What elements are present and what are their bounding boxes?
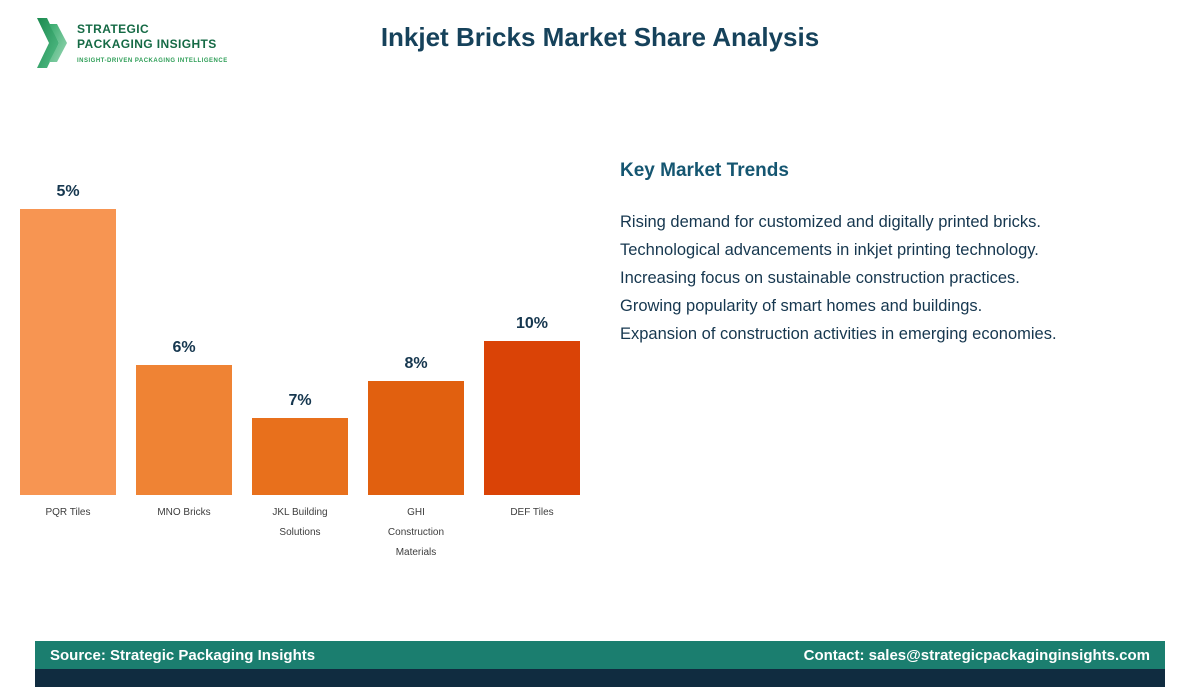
trends-list: Rising demand for customized and digital… bbox=[620, 208, 1080, 348]
bar-category-label: JKL Building Solutions bbox=[272, 507, 328, 538]
bar-category-label: DEF Tiles bbox=[510, 507, 554, 518]
bar-mno-bricks bbox=[136, 365, 232, 495]
bar-value-label: 8% bbox=[404, 355, 428, 372]
bar-category-label: PQR Tiles bbox=[45, 507, 91, 518]
bar-group-mno-bricks: 6% MNO Bricks bbox=[136, 339, 232, 567]
trend-item: Technological advancements in inkjet pri… bbox=[620, 241, 1039, 259]
bar-category-label: GHI Construction Materials bbox=[387, 507, 445, 558]
footer-bar: Source: Strategic Packaging Insights Con… bbox=[35, 641, 1165, 669]
trend-item: Increasing focus on sustainable construc… bbox=[620, 269, 1020, 287]
trend-item: Expansion of construction activities in … bbox=[620, 325, 1057, 343]
footer-source-text: Source: Strategic Packaging Insights bbox=[50, 646, 316, 664]
bar-value-label: 7% bbox=[288, 392, 312, 409]
bar-def-tiles bbox=[484, 341, 580, 495]
bar-group-pqr-tiles: 5% PQR Tiles bbox=[20, 183, 116, 567]
footer-accent-strip bbox=[35, 669, 1165, 687]
key-market-trends-section: Key Market Trends Rising demand for cust… bbox=[620, 160, 1080, 348]
brand-logo: STRATEGIC PACKAGING INSIGHTS INSIGHT-DRI… bbox=[35, 14, 228, 72]
footer-contact-text: Contact: sales@strategicpackaginginsight… bbox=[803, 646, 1150, 664]
trends-heading: Key Market Trends bbox=[620, 160, 789, 181]
bar-pqr-tiles bbox=[20, 209, 116, 495]
brand-name-line1: STRATEGIC bbox=[77, 22, 150, 36]
bar-category-label: MNO Bricks bbox=[157, 507, 211, 518]
bar-jkl-building-solutions bbox=[252, 418, 348, 495]
chevron-logo-icon bbox=[37, 18, 67, 68]
bar-value-label: 10% bbox=[515, 315, 549, 332]
footer: Source: Strategic Packaging Insights Con… bbox=[35, 641, 1165, 687]
page-title: Inkjet Bricks Market Share Analysis bbox=[380, 22, 820, 52]
bar-group-jkl-building-solutions: 7% JKL Building Solutions bbox=[252, 392, 348, 567]
bar-value-label: 5% bbox=[56, 183, 80, 200]
trend-item: Rising demand for customized and digital… bbox=[620, 213, 1041, 231]
bar-group-def-tiles: 10% DEF Tiles bbox=[484, 315, 580, 567]
bar-value-label: 6% bbox=[172, 339, 196, 356]
bar-group-ghi-construction-materials: 8% GHI Construction Materials bbox=[368, 355, 464, 567]
market-share-bar-chart: 5% PQR Tiles 6% MNO Bricks 7% JKL Buildi… bbox=[20, 183, 580, 567]
bars-row: 5% PQR Tiles 6% MNO Bricks 7% JKL Buildi… bbox=[20, 183, 580, 567]
trend-item: Growing popularity of smart homes and bu… bbox=[620, 297, 983, 315]
bar-ghi-construction-materials bbox=[368, 381, 464, 495]
brand-name-line2: PACKAGING INSIGHTS bbox=[77, 37, 217, 51]
brand-tagline: INSIGHT-DRIVEN PACKAGING INTELLIGENCE bbox=[77, 58, 228, 64]
brand-logo-text: STRATEGIC PACKAGING INSIGHTS INSIGHT-DRI… bbox=[77, 22, 228, 64]
